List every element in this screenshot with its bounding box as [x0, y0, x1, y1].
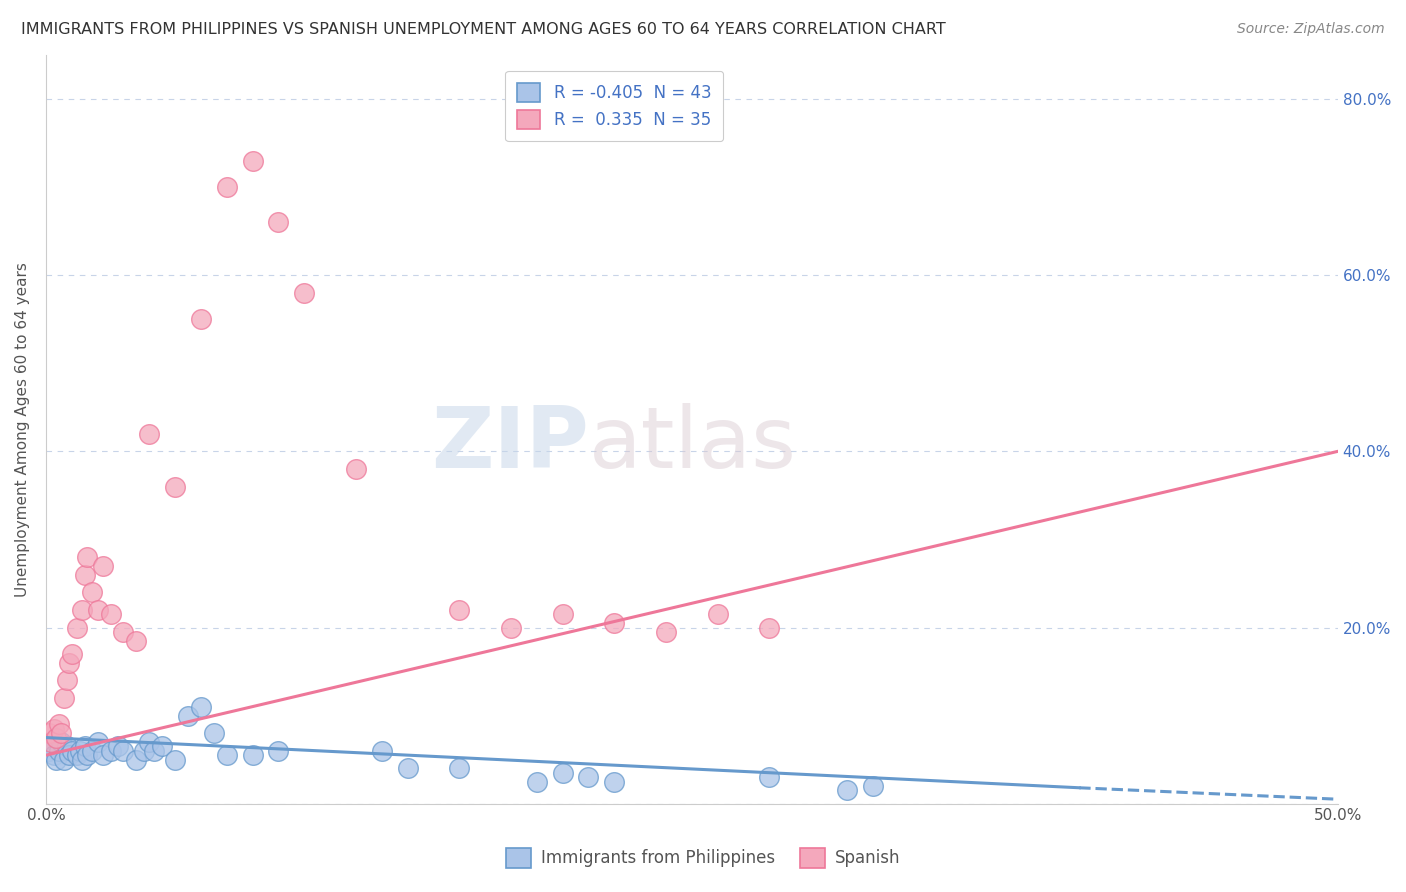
- Point: [82, 744, 104, 758]
- Point: [45, 753, 67, 767]
- Point: [66, 748, 89, 763]
- Point: [292, 285, 315, 300]
- Point: [48, 744, 70, 758]
- Point: [150, 739, 173, 754]
- Point: [86, 735, 108, 749]
- Point: [53, 690, 76, 705]
- Legend: Immigrants from Philippines, Spanish: Immigrants from Philippines, Spanish: [499, 841, 907, 875]
- Point: [603, 616, 626, 631]
- Point: [112, 744, 135, 758]
- Point: [125, 753, 148, 767]
- Point: [58, 748, 80, 763]
- Point: [603, 774, 626, 789]
- Point: [215, 180, 238, 194]
- Point: [69, 744, 91, 758]
- Point: [242, 748, 264, 763]
- Point: [138, 426, 160, 441]
- Point: [70, 753, 93, 767]
- Point: [60, 744, 83, 758]
- Point: [499, 620, 522, 634]
- Legend: R = -0.405  N = 43, R =  0.335  N = 35: R = -0.405 N = 43, R = 0.335 N = 35: [506, 71, 723, 141]
- Point: [38, 744, 60, 758]
- Point: [215, 748, 238, 763]
- Point: [39, 735, 62, 749]
- Point: [55, 739, 77, 754]
- Point: [134, 744, 156, 758]
- Point: [100, 607, 122, 622]
- Point: [143, 744, 166, 758]
- Point: [125, 633, 148, 648]
- Point: [578, 770, 600, 784]
- Point: [165, 480, 187, 494]
- Text: ZIP: ZIP: [430, 403, 589, 486]
- Point: [39, 739, 62, 754]
- Point: [190, 312, 212, 326]
- Text: Source: ZipAtlas.com: Source: ZipAtlas.com: [1237, 22, 1385, 37]
- Point: [758, 620, 780, 634]
- Point: [706, 607, 728, 622]
- Point: [396, 761, 419, 775]
- Point: [51, 726, 73, 740]
- Point: [655, 624, 678, 639]
- Point: [449, 603, 471, 617]
- Point: [371, 744, 394, 758]
- Point: [60, 647, 83, 661]
- Point: [526, 774, 548, 789]
- Point: [42, 748, 65, 763]
- Point: [165, 753, 187, 767]
- Point: [73, 567, 96, 582]
- Point: [112, 624, 135, 639]
- Point: [267, 215, 290, 229]
- Point: [100, 744, 122, 758]
- Point: [835, 783, 858, 797]
- Point: [758, 770, 780, 784]
- Point: [58, 656, 80, 670]
- Point: [51, 735, 73, 749]
- Point: [66, 620, 89, 634]
- Point: [91, 558, 114, 573]
- Point: [38, 726, 60, 740]
- Point: [91, 748, 114, 763]
- Point: [551, 607, 574, 622]
- Point: [138, 735, 160, 749]
- Point: [202, 726, 225, 740]
- Point: [70, 603, 93, 617]
- Point: [86, 603, 108, 617]
- Point: [862, 779, 884, 793]
- Point: [267, 744, 290, 758]
- Text: atlas: atlas: [589, 403, 796, 486]
- Point: [551, 765, 574, 780]
- Point: [45, 731, 67, 745]
- Point: [242, 153, 264, 168]
- Point: [190, 699, 212, 714]
- Point: [53, 753, 76, 767]
- Point: [55, 673, 77, 688]
- Point: [449, 761, 471, 775]
- Point: [42, 722, 65, 736]
- Y-axis label: Unemployment Among Ages 60 to 64 years: Unemployment Among Ages 60 to 64 years: [15, 262, 30, 597]
- Point: [107, 739, 129, 754]
- Point: [48, 717, 70, 731]
- Point: [76, 550, 98, 565]
- Text: IMMIGRANTS FROM PHILIPPINES VS SPANISH UNEMPLOYMENT AMONG AGES 60 TO 64 YEARS CO: IMMIGRANTS FROM PHILIPPINES VS SPANISH U…: [21, 22, 946, 37]
- Point: [73, 739, 96, 754]
- Point: [177, 708, 200, 723]
- Point: [82, 585, 104, 599]
- Point: [76, 748, 98, 763]
- Point: [344, 462, 367, 476]
